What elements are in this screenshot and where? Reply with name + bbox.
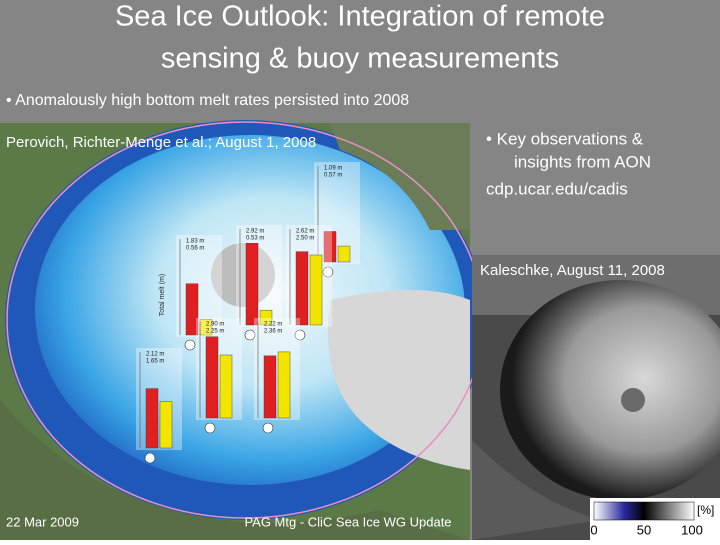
inset-frame xyxy=(236,225,282,327)
inset-value-label: 2.22 m xyxy=(264,322,282,328)
melt-bar xyxy=(309,254,323,326)
inset-frame xyxy=(176,235,222,337)
inset-value-label: 0.56 m xyxy=(186,246,204,252)
inset-value-label: 2.62 m xyxy=(296,229,314,235)
melt-bar xyxy=(245,243,259,326)
link[interactable]: cdp.ucar.edu/cadis xyxy=(486,179,628,198)
arctic-melt-map xyxy=(0,120,485,540)
melt-bar xyxy=(323,231,337,263)
buoy-insets: 1.09 m0.57 m 1.83 m0.56 m 2.92 m0.53 m 2.62… xyxy=(136,162,360,464)
inset-frame xyxy=(314,162,360,264)
inset-value-label: 2.50 m xyxy=(296,236,314,242)
melt-bar xyxy=(263,355,277,419)
buoy-marker xyxy=(144,452,156,464)
footer-date: 22 Mar 2009 xyxy=(6,514,79,529)
melt-bar xyxy=(185,283,199,336)
inset-value-label: 0.53 m xyxy=(246,236,264,242)
inset-frame xyxy=(136,348,182,450)
inset-frame xyxy=(196,318,242,420)
bullet: • Anomalously high bottom melt rates per… xyxy=(6,92,409,109)
melt-bar xyxy=(159,401,173,449)
inset-frame xyxy=(286,225,332,327)
map-caption: Kaleschke, August 11, 2008 xyxy=(480,262,665,279)
melt-bar xyxy=(259,309,273,326)
inset-value-label: 1.83 m xyxy=(186,239,204,245)
inset-value-label: 2.12 m xyxy=(146,352,164,358)
colorbar-unit: [%] xyxy=(697,503,714,517)
buoy-marker xyxy=(204,422,216,434)
title: Sea Ice Outlook: Integration of remote xyxy=(115,1,605,33)
inset-value-label: 2.25 m xyxy=(206,329,224,335)
footer-event: PAG Mtg - CliC Sea Ice WG Update xyxy=(244,514,451,529)
melt-bar xyxy=(337,245,351,263)
panel-caption: Perovich, Richter-Menge et al.; August 1… xyxy=(6,134,316,151)
inset-value-label: 2.90 m xyxy=(206,322,224,328)
inset-value-label: 1.65 m xyxy=(146,359,164,365)
inset-frame xyxy=(254,318,300,420)
colorbar-tick: 0 xyxy=(590,522,597,537)
inset-value-label: 2.92 m xyxy=(246,229,264,235)
ice-concentration-map xyxy=(472,255,720,540)
colorbar-tick: 50 xyxy=(637,522,651,537)
buoy-marker xyxy=(244,329,256,341)
melt-bar xyxy=(277,351,291,419)
y-axis-label: Total melt (m) xyxy=(159,274,166,316)
melt-bar xyxy=(145,388,159,449)
inset-value-label: 1.09 m xyxy=(324,166,342,172)
buoy-marker xyxy=(262,422,274,434)
buoy-marker xyxy=(184,339,196,351)
title: sensing & buoy measurements xyxy=(161,43,559,75)
colorbar-tick: 100 xyxy=(681,522,703,537)
melt-bar xyxy=(295,251,309,326)
inset-value-label: 2.36 m xyxy=(264,329,282,335)
bullet: • Key observations & xyxy=(486,129,644,148)
melt-bar xyxy=(205,336,219,419)
buoy-marker xyxy=(294,329,306,341)
melt-bar xyxy=(219,354,233,419)
buoy-marker xyxy=(322,266,334,278)
bullet: insights from AON xyxy=(514,152,651,171)
inset-value-label: 0.57 m xyxy=(324,173,342,179)
